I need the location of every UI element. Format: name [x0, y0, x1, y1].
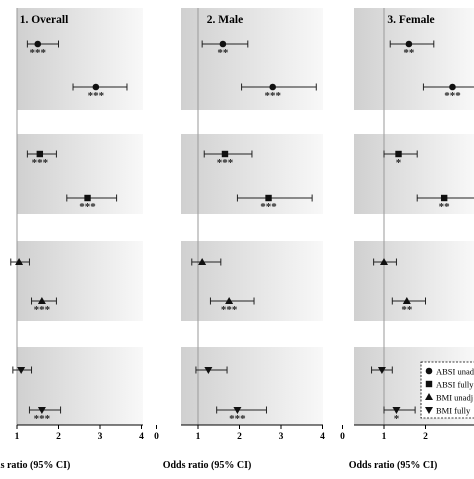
legend: ABSI unad ABSI fully BMI unadj BMI fully — [420, 361, 474, 419]
significance-label: *** — [444, 90, 461, 102]
odds-ratio-point — [198, 258, 207, 265]
panel-band-2 — [354, 134, 474, 214]
legend-entry-label: BMI unadj — [436, 393, 473, 403]
odds-ratio-point — [265, 194, 272, 202]
odds-ratio-point — [405, 40, 413, 48]
legend-entry-label: ABSI fully — [436, 380, 474, 390]
odds-ratio-point — [15, 258, 24, 265]
significance-label: ** — [401, 304, 413, 316]
panel-band-3 — [181, 241, 323, 321]
x-axis-label: Odds ratio (95% CI) — [163, 460, 252, 471]
significance-label: *** — [264, 90, 281, 102]
significance-label: *** — [34, 413, 51, 425]
panel-band-1 — [17, 8, 143, 110]
odds-ratio-point — [34, 40, 42, 48]
legend-marker — [425, 407, 433, 414]
odds-ratio-point — [92, 83, 100, 91]
odds-ratio-point — [269, 83, 277, 91]
odds-ratio-point — [380, 258, 388, 265]
significance-label: *** — [260, 201, 277, 213]
x-axis-label: Odds ratio (95% CI) — [0, 460, 70, 471]
x-tick-label: 4 — [320, 432, 325, 442]
odds-ratio-point — [233, 407, 242, 414]
significance-label: *** — [229, 413, 246, 425]
significance-label: ** — [217, 47, 229, 59]
significance-label: * — [396, 157, 402, 169]
panel-band-1 — [181, 8, 323, 110]
legend-marker — [425, 380, 433, 388]
x-tick-label: 3 — [279, 432, 284, 442]
odds-ratio-point — [377, 367, 386, 374]
panel-band-1 — [354, 8, 474, 110]
panel-band-2 — [181, 134, 323, 214]
x-axis-label: Odds ratio (95% CI) — [349, 460, 438, 471]
significance-label: *** — [88, 90, 105, 102]
panel-band-3 — [17, 241, 143, 321]
significance-label: ** — [403, 47, 415, 59]
significance-label: * — [394, 413, 400, 425]
odds-ratio-point — [84, 194, 91, 202]
x-tick-label: 4 — [139, 432, 144, 442]
x-tick-label: 2 — [423, 432, 428, 442]
odds-ratio-point — [225, 297, 234, 304]
odds-ratio-point — [204, 367, 213, 374]
odds-ratio-point — [395, 150, 402, 158]
odds-ratio-point — [36, 150, 44, 158]
x-tick-label: 3 — [98, 432, 103, 442]
significance-label: *** — [217, 157, 234, 169]
panel-band-4 — [181, 347, 323, 425]
odds-ratio-point — [17, 367, 26, 374]
odds-ratio-point — [449, 83, 456, 91]
odds-ratio-point — [392, 407, 401, 414]
x-tick-label: 2 — [56, 432, 61, 442]
x-tick-label: 2 — [237, 432, 242, 442]
panel-title: 1. Overall — [20, 14, 69, 26]
x-tick-label: 1 — [196, 432, 201, 442]
significance-label: *** — [34, 304, 51, 316]
odds-ratio-point — [402, 297, 411, 304]
panel-1: 1. Overall 1 2 3 4 Odds ratio (95% CI) *** *** *… — [0, 8, 144, 471]
x-tick-label: 0 — [340, 432, 345, 442]
significance-label: *** — [221, 304, 238, 316]
odds-ratio-point — [37, 407, 46, 414]
x-tick-label: 0 — [154, 432, 159, 442]
odds-ratio-point — [219, 40, 227, 48]
legend-entry-label: BMI fully — [436, 406, 471, 416]
significance-label: ** — [439, 201, 451, 213]
significance-label: *** — [30, 47, 47, 59]
odds-ratio-point — [440, 194, 448, 202]
x-tick-label: 1 — [15, 432, 20, 442]
odds-ratio-point — [221, 150, 229, 158]
panel-band-3 — [354, 241, 474, 321]
significance-label: *** — [79, 201, 96, 213]
significance-label: *** — [32, 157, 49, 169]
x-tick-label: 1 — [382, 432, 387, 442]
panel-band-2 — [17, 134, 143, 214]
odds-ratio-point — [37, 297, 46, 304]
panel-title: 2. Male — [207, 14, 243, 26]
panel-title: 3. Female — [387, 14, 434, 26]
legend-marker — [425, 393, 433, 400]
legend-entry-label: ABSI unad — [436, 367, 474, 377]
legend-marker — [425, 367, 433, 375]
panel-band-4 — [17, 347, 143, 425]
